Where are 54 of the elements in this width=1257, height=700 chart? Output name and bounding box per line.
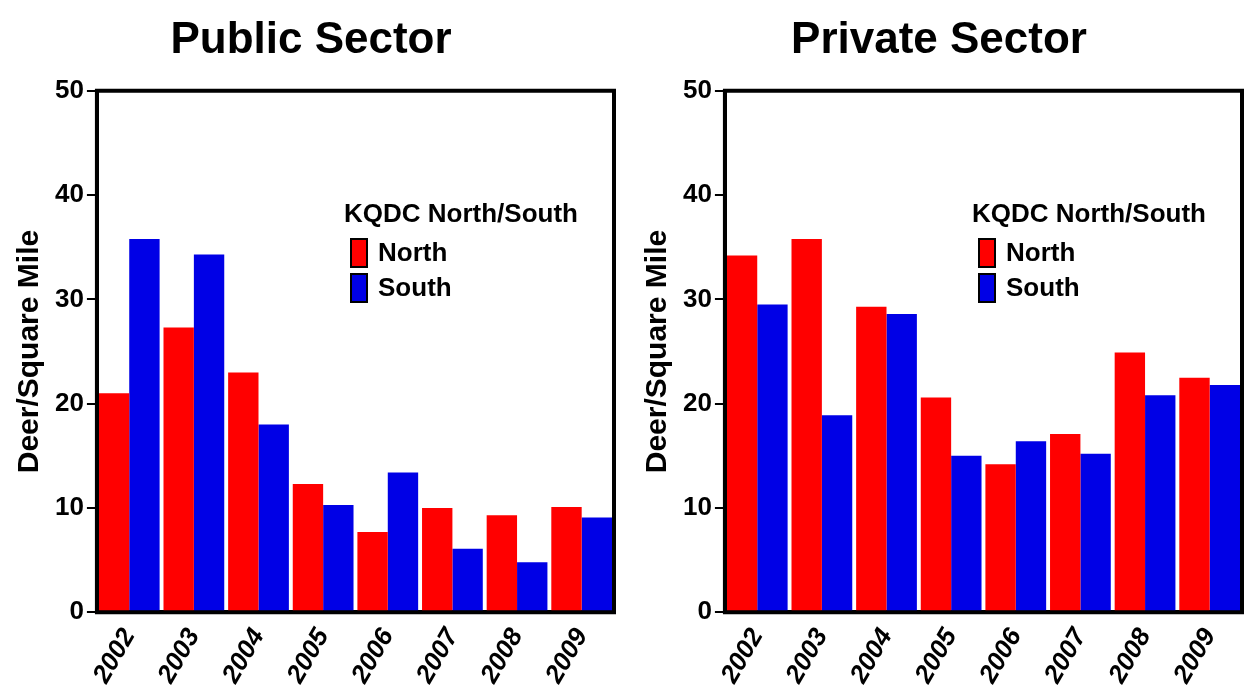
y-tick-label: 10 (683, 491, 712, 522)
legend-label: North (378, 237, 448, 268)
bar (517, 562, 548, 612)
bar (581, 517, 613, 612)
bar (821, 415, 853, 612)
bar (129, 238, 160, 612)
y-tick-label: 0 (697, 595, 712, 626)
bar (1179, 377, 1210, 612)
bar (193, 254, 225, 612)
legend-label: North (1006, 237, 1076, 268)
y-tick-label: 20 (55, 386, 84, 417)
y-tick-label: 10 (55, 491, 84, 522)
bar (1114, 352, 1146, 612)
y-tick-label: 50 (683, 73, 712, 104)
bar (757, 304, 788, 612)
bar (1209, 384, 1241, 612)
bar (726, 255, 758, 612)
legend-label: South (378, 272, 452, 303)
bar (886, 314, 917, 612)
bar (1080, 453, 1111, 612)
bar (486, 515, 518, 612)
bar (951, 455, 982, 612)
bar (98, 393, 130, 612)
bar (228, 372, 259, 612)
bar (920, 397, 952, 612)
y-tick-label: 40 (55, 178, 84, 209)
y-tick-label: 0 (69, 595, 84, 626)
bar (292, 484, 324, 612)
y-tick-label: 40 (683, 178, 712, 209)
y-tick-label: 20 (683, 386, 712, 417)
y-axis-title: Deer/Square Mile (11, 229, 45, 474)
bar (258, 424, 289, 612)
chart-title: Private Sector (791, 12, 1087, 62)
bar (163, 327, 194, 612)
bar (985, 464, 1016, 612)
legend-title: KQDC North/South (972, 198, 1206, 229)
chart-title: Public Sector (170, 12, 452, 62)
legend-label: South (1006, 272, 1080, 303)
bar (323, 504, 354, 612)
bar (357, 532, 388, 612)
bar (551, 506, 582, 612)
bar (422, 508, 453, 612)
bar (1145, 395, 1176, 612)
bar (1015, 441, 1047, 612)
y-axis-title: Deer/Square Mile (639, 229, 673, 474)
legend-title: KQDC North/South (344, 198, 578, 229)
bar (387, 472, 419, 612)
y-tick-label: 50 (55, 73, 84, 104)
y-tick-label: 30 (683, 282, 712, 313)
bar (452, 548, 483, 612)
bar (856, 306, 887, 612)
bar (1050, 433, 1081, 612)
bar (791, 238, 822, 612)
y-tick-label: 30 (55, 282, 84, 313)
